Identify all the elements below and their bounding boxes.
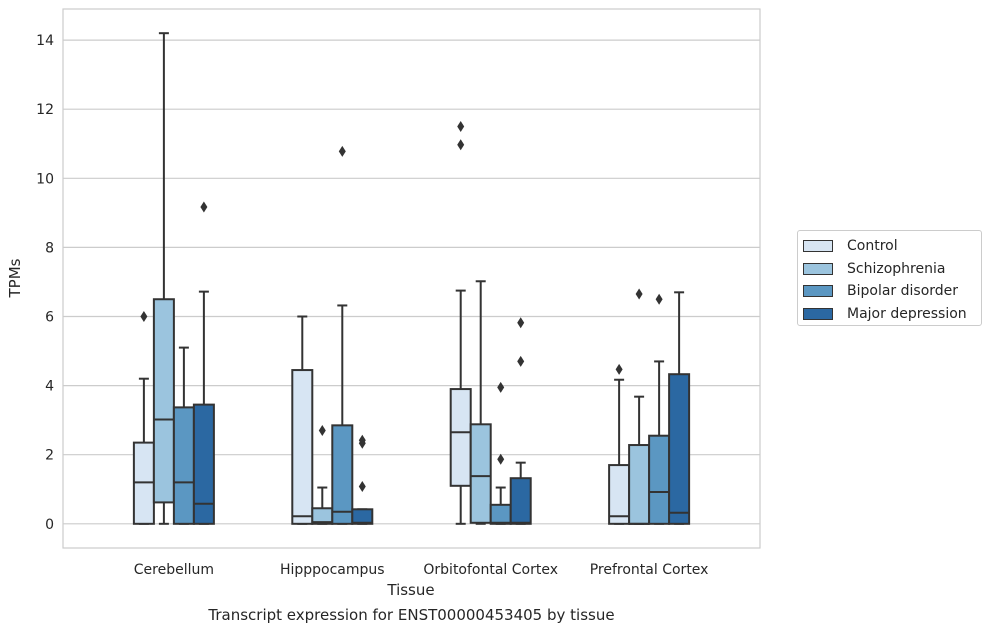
outlier-point — [358, 434, 366, 446]
x-tick-label-prefrontal-cortex: Prefrontal Cortex — [590, 562, 709, 578]
outlier-point — [497, 453, 505, 465]
box-prefrontal-cortex-bipolar-disorder — [648, 293, 671, 525]
legend-item-control: Control — [803, 235, 981, 258]
box-orbitofontal-cortex-major-depression — [509, 317, 532, 525]
legend-label-major-depression: Major depression — [847, 305, 967, 322]
x-tick-label-hipppocampus: Hipppocampus — [280, 562, 385, 578]
box-cerebellum-schizophrenia — [152, 32, 175, 525]
y-tick-label-12: 12 — [36, 102, 54, 118]
x-tick-label-cerebellum: Cerebellum — [134, 562, 214, 578]
y-tick-label-2: 2 — [45, 448, 54, 464]
legend-label-schizophrenia: Schizophrenia — [847, 260, 946, 277]
legend: Control Schizophrenia Bipolar disorder M… — [797, 230, 982, 326]
outlier-point — [338, 145, 346, 157]
x-tick-labels: Cerebellum Hipppocampus Orbitofontal Corte… — [134, 562, 709, 578]
y-tick-label-4: 4 — [45, 379, 54, 395]
box-prefrontal-cortex-control — [608, 363, 631, 525]
box-iqr — [172, 406, 195, 525]
box-iqr — [608, 464, 631, 525]
outlier-point — [517, 317, 525, 329]
y-tick-label-10: 10 — [36, 171, 54, 187]
legend-item-bipolar-disorder: Bipolar disorder — [803, 280, 981, 303]
box-hipppocampus-control — [291, 315, 314, 525]
outlier-point — [635, 288, 643, 300]
box-orbitofontal-cortex-control — [449, 120, 472, 525]
x-axis-label: Tissue — [386, 581, 434, 599]
outlier-point — [318, 425, 326, 437]
box-hipppocampus-major-depression — [351, 434, 374, 525]
box-iqr — [628, 444, 651, 525]
box-orbitofontal-cortex-schizophrenia — [469, 280, 492, 525]
legend-label-control: Control — [847, 238, 898, 255]
box-iqr — [489, 503, 512, 525]
box-iqr — [449, 388, 472, 487]
box-iqr — [469, 423, 492, 524]
y-tick-label-8: 8 — [45, 240, 54, 256]
y-axis-label: TPMs — [6, 258, 24, 298]
box-iqr — [509, 477, 532, 525]
outlier-point — [200, 201, 208, 213]
legend-item-major-depression: Major depression — [803, 303, 981, 326]
legend-item-schizophrenia: Schizophrenia — [803, 258, 981, 281]
y-tick-label-14: 14 — [36, 33, 54, 49]
outlier-point — [457, 139, 465, 151]
y-tick-label-0: 0 — [45, 517, 54, 533]
box-hipppocampus-schizophrenia — [311, 425, 334, 525]
legend-swatch-schizophrenia — [803, 262, 833, 275]
box-iqr — [192, 403, 215, 525]
outlier-point — [140, 311, 148, 323]
box-iqr — [668, 373, 691, 525]
y-tick-label-6: 6 — [45, 310, 54, 326]
outlier-point — [517, 355, 525, 367]
box-orbitofontal-cortex-bipolar-disorder — [489, 381, 512, 525]
box-iqr — [351, 508, 374, 525]
box-iqr — [648, 434, 671, 525]
outlier-point — [497, 381, 505, 393]
box-cerebellum-control — [132, 311, 155, 525]
outlier-point — [457, 120, 465, 132]
y-tick-labels: 0 2 4 6 8 10 12 14 — [36, 33, 54, 533]
box-iqr — [152, 298, 175, 504]
legend-swatch-major-depression — [803, 307, 833, 320]
legend-swatch-control — [803, 240, 833, 253]
box-iqr — [331, 424, 354, 525]
outlier-point — [655, 293, 663, 305]
plot-frame — [62, 8, 761, 549]
box-iqr — [291, 369, 314, 525]
box-series — [132, 32, 691, 525]
box-prefrontal-cortex-major-depression — [668, 291, 691, 525]
box-prefrontal-cortex-schizophrenia — [628, 288, 651, 525]
outlier-point — [358, 480, 366, 492]
outlier-point — [615, 363, 623, 375]
legend-label-bipolar-disorder: Bipolar disorder — [847, 283, 959, 300]
legend-swatch-bipolar-disorder — [803, 285, 833, 298]
x-tick-label-orbitofontal-cortex: Orbitofontal Cortex — [423, 562, 558, 578]
box-cerebellum-major-depression — [192, 201, 215, 525]
chart-caption: Transcript expression for ENST0000045340… — [208, 606, 615, 624]
box-hipppocampus-bipolar-disorder — [331, 145, 354, 525]
